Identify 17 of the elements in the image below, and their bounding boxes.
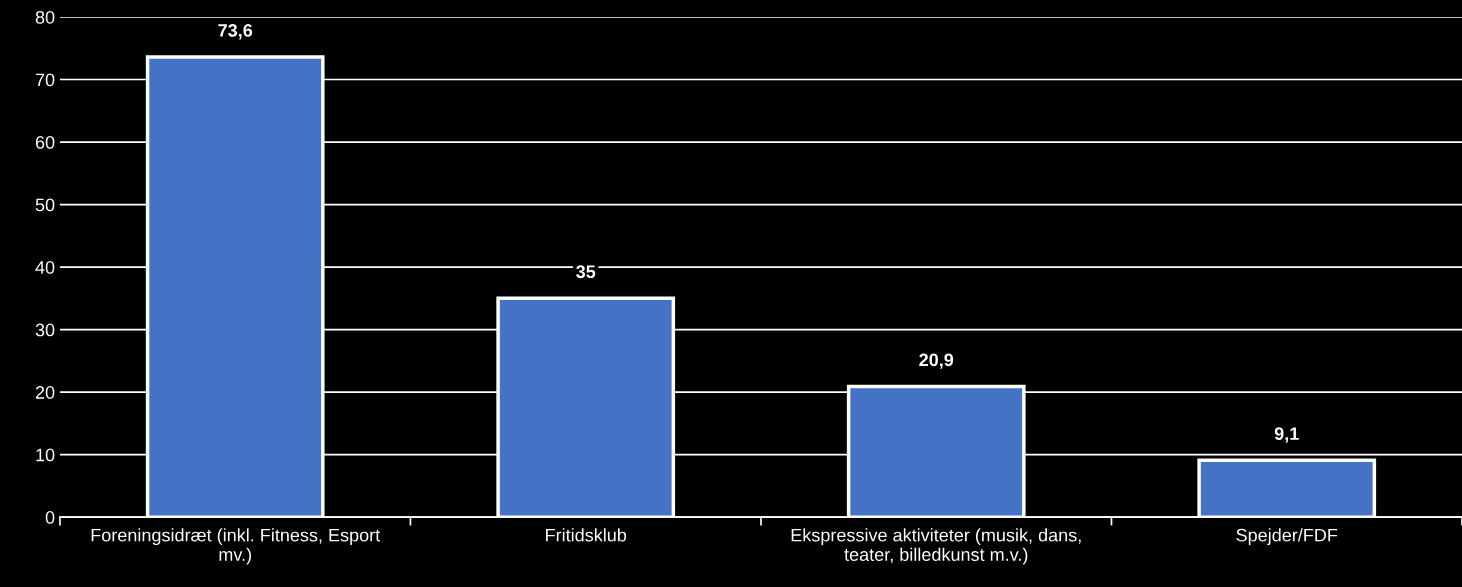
y-tick-label: 80 bbox=[35, 10, 55, 24]
y-tick-label: 40 bbox=[35, 261, 55, 274]
x-tick-label: Foreningsidræt (inkl. Fitness, Esport mv.) bbox=[91, 528, 381, 565]
data-label: 9,1 bbox=[1274, 427, 1299, 443]
data-label: 20,9 bbox=[919, 353, 954, 369]
y-tick-label: 30 bbox=[35, 323, 55, 337]
x-tick-label: Spejder/FDF bbox=[1236, 528, 1338, 546]
y-tick-label: 10 bbox=[36, 448, 55, 462]
y-tick-label: 0 bbox=[45, 511, 55, 524]
data-label: 35 bbox=[576, 265, 596, 279]
y-tick-label: 70 bbox=[35, 73, 55, 87]
x-tick-label: Ekspressive aktiviteter (musik, dans, teater, billedkunst m.v.) bbox=[791, 528, 1081, 565]
x-tick-label: Fritidsklub bbox=[546, 528, 627, 542]
y-tick-label: 60 bbox=[35, 135, 55, 149]
y-tick-label: 50 bbox=[35, 198, 55, 212]
y-tick-label: 20 bbox=[35, 386, 55, 399]
data-label: 73,6 bbox=[218, 24, 253, 40]
